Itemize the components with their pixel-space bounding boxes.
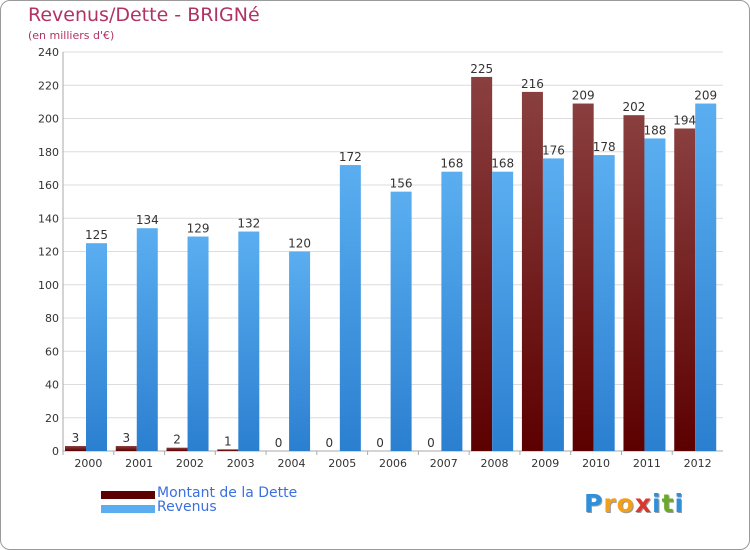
- y-tick-label: 180: [38, 146, 59, 159]
- chart-title: Revenus/Dette - BRIGNé: [28, 4, 260, 26]
- data-label-dette: 3: [122, 431, 130, 445]
- logo-letter: x: [634, 489, 652, 518]
- data-label-dette: 0: [275, 436, 283, 450]
- bar-dette: [217, 449, 239, 451]
- y-tick-label: 20: [45, 412, 59, 425]
- data-label-revenus: 125: [85, 228, 108, 242]
- bar-revenus: [441, 171, 463, 451]
- bar-dette: [115, 446, 137, 451]
- data-label-revenus: 168: [491, 157, 514, 171]
- data-label-revenus: 188: [644, 123, 667, 137]
- x-tick-label: 2010: [582, 457, 610, 470]
- logo-letter: r: [603, 489, 617, 518]
- bar-revenus: [593, 155, 615, 451]
- data-label-dette: 225: [470, 62, 493, 76]
- data-label-dette: 0: [376, 436, 384, 450]
- y-tick-label: 40: [45, 379, 59, 392]
- data-label-revenus: 134: [136, 213, 159, 227]
- bar-revenus: [542, 158, 564, 451]
- x-tick-label: 2001: [125, 457, 153, 470]
- logo-letter: P: [584, 489, 604, 518]
- bar-dette: [572, 103, 594, 451]
- data-label-revenus: 168: [440, 157, 463, 171]
- bar-revenus: [339, 165, 361, 452]
- x-tick-label: 2002: [176, 457, 204, 470]
- logo-letter: i: [652, 489, 662, 518]
- data-label-dette: 0: [427, 436, 435, 450]
- bar-revenus: [289, 251, 311, 451]
- data-label-revenus: 120: [288, 237, 311, 251]
- bar-revenus: [238, 231, 260, 451]
- bar-dette: [166, 447, 188, 451]
- x-tick-label: 2007: [430, 457, 458, 470]
- data-label-revenus: 156: [390, 177, 413, 191]
- x-tick-label: 2008: [481, 457, 509, 470]
- y-tick-label: 100: [38, 279, 59, 292]
- data-label-revenus: 176: [542, 143, 565, 157]
- logo-letter: i: [674, 489, 685, 518]
- x-tick-label: 2005: [328, 457, 356, 470]
- y-tick-label: 160: [38, 179, 59, 192]
- data-label-dette: 194: [673, 113, 696, 127]
- bar-dette: [65, 446, 86, 451]
- legend-swatch-revenus: [101, 505, 155, 513]
- y-tick-label: 200: [38, 113, 59, 126]
- bar-revenus: [390, 191, 412, 451]
- legend-label-revenus: Revenus: [157, 499, 217, 515]
- data-label-revenus: 129: [187, 222, 210, 236]
- y-tick-label: 60: [45, 345, 59, 358]
- logo-letter: t: [661, 489, 675, 518]
- y-tick-label: 140: [38, 212, 59, 225]
- legend-swatch-dette: [101, 491, 155, 499]
- proxiti-logo: Proxiti: [584, 489, 684, 518]
- bar-dette: [674, 128, 696, 451]
- bar-revenus: [644, 138, 666, 451]
- x-tick-label: 2009: [531, 457, 559, 470]
- bar-revenus: [695, 103, 717, 451]
- data-label-dette: 216: [521, 77, 544, 91]
- bar-revenus: [136, 228, 158, 451]
- bar-revenus: [492, 171, 514, 451]
- bar-dette: [521, 91, 543, 452]
- y-tick-label: 0: [52, 445, 59, 458]
- x-tick-label: 2012: [684, 457, 712, 470]
- data-label-dette: 209: [572, 89, 595, 103]
- y-tick-label: 120: [38, 246, 59, 259]
- data-label-revenus: 172: [339, 150, 362, 164]
- y-tick-label: 240: [38, 46, 59, 59]
- bar-revenus: [187, 236, 209, 451]
- data-label-dette: 2: [173, 433, 181, 447]
- data-label-revenus: 132: [237, 217, 260, 231]
- bar-revenus: [86, 243, 107, 451]
- data-label-dette: 3: [72, 431, 80, 445]
- logo-letter: o: [616, 489, 635, 518]
- x-tick-label: 2011: [633, 457, 661, 470]
- data-label-revenus: 178: [593, 140, 616, 154]
- y-tick-label: 220: [38, 79, 59, 92]
- bar-dette: [471, 76, 493, 451]
- data-label-dette: 1: [224, 434, 232, 448]
- x-tick-label: 2004: [277, 457, 305, 470]
- x-tick-label: 2006: [379, 457, 407, 470]
- data-label-revenus: 209: [694, 89, 717, 103]
- chart-subtitle: (en milliers d'€): [28, 29, 115, 42]
- data-label-dette: 202: [623, 100, 646, 114]
- y-tick-label: 80: [45, 312, 59, 325]
- data-label-dette: 0: [326, 436, 334, 450]
- x-tick-label: 2000: [74, 457, 102, 470]
- x-tick-label: 2003: [227, 457, 255, 470]
- bar-dette: [623, 115, 645, 452]
- legend-label-dette: Montant de la Dette: [157, 485, 298, 501]
